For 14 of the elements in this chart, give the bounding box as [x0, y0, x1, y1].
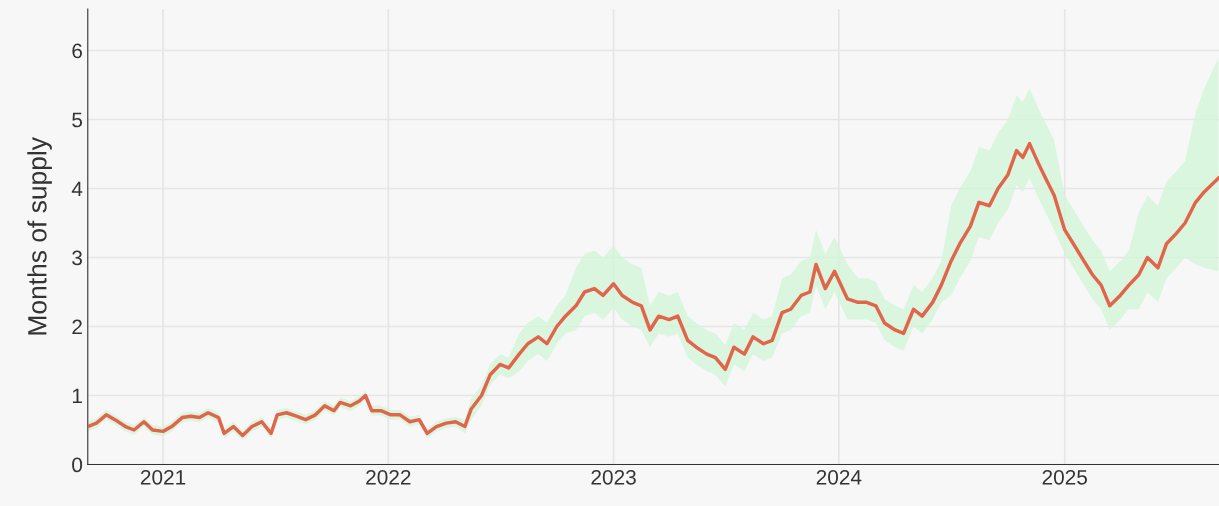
y-tick-label: 5 [72, 112, 83, 128]
y-tick-label: 3 [72, 250, 82, 266]
y-tick-label: 6 [72, 43, 82, 59]
x-tick-label: 2022 [366, 469, 411, 485]
y-tick-label: 2 [72, 319, 82, 335]
line-series [87, 141, 1219, 438]
y-tick-label: 1 [72, 388, 82, 404]
x-tick-label: 2024 [816, 469, 862, 485]
y-axis-title: Months of supply [27, 137, 52, 335]
x-tick-label: 2023 [591, 469, 636, 485]
x-tick-label: 2021 [140, 469, 186, 485]
y-tick-label: 0 [72, 457, 83, 473]
y-tick-label: 4 [71, 181, 83, 197]
x-tick-label: 2025 [1042, 469, 1088, 485]
